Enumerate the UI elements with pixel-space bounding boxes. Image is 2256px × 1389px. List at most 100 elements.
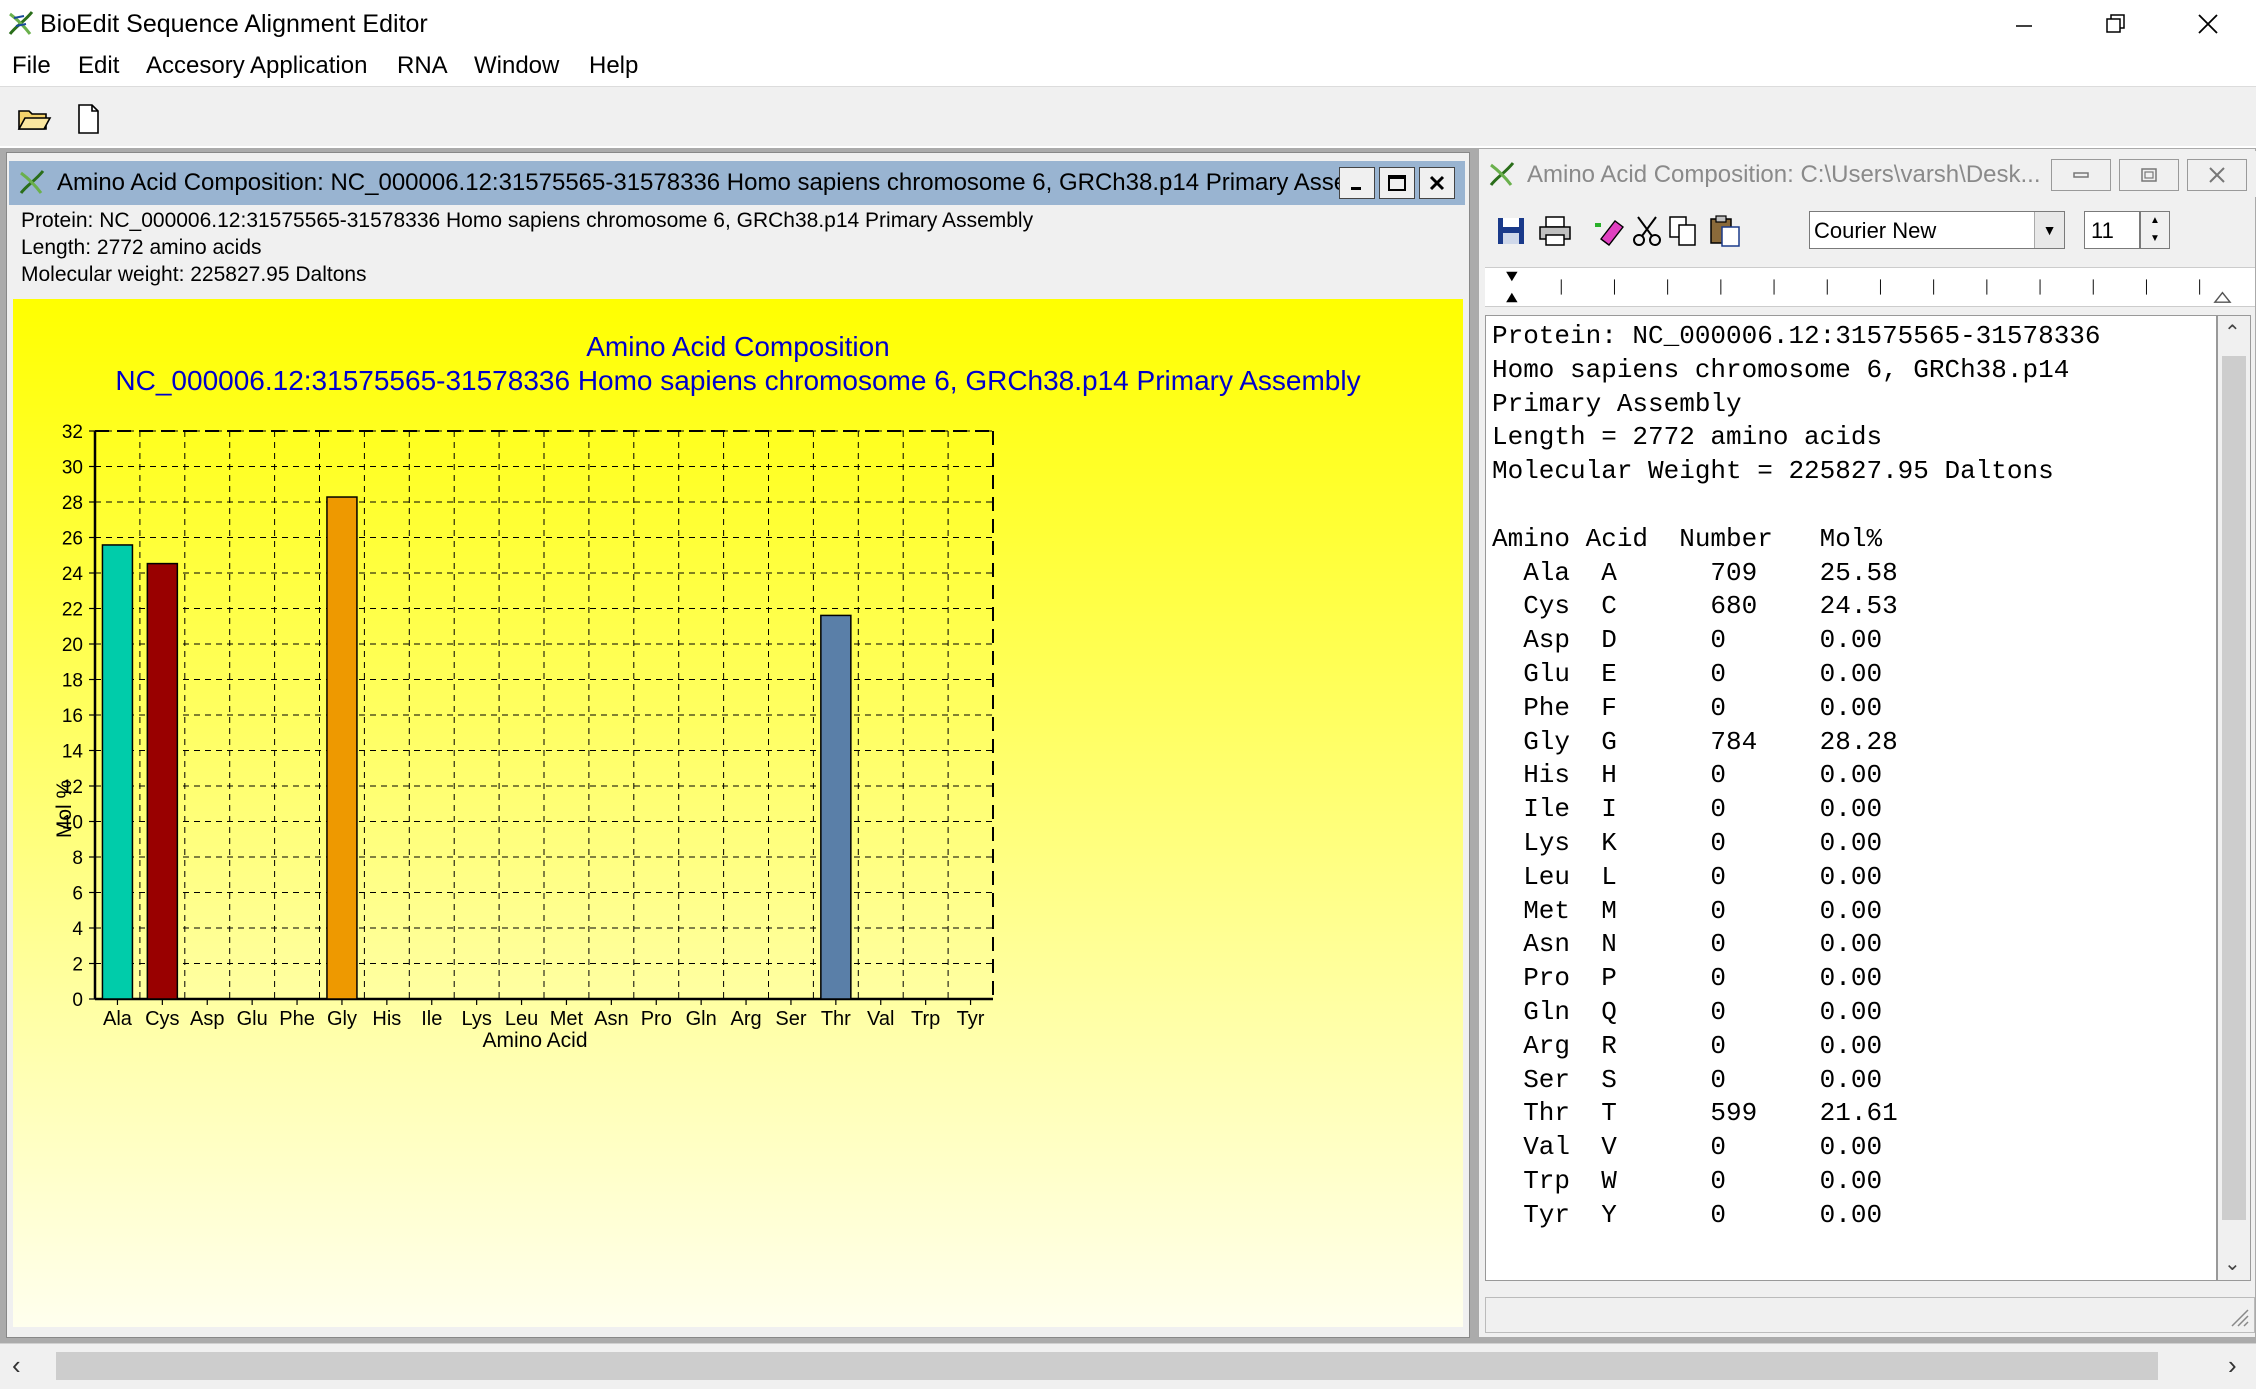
minimize-icon	[2073, 172, 2089, 178]
x-tick-label: Lys	[461, 1008, 491, 1030]
chart-window-title: Amino Acid Composition: NC_000006.12:315…	[57, 169, 1368, 196]
x-tick-label: Gly	[327, 1008, 357, 1030]
x-tick-label: Trp	[911, 1008, 940, 1030]
menu-bar: File Edit Accesory Application RNA Windo…	[0, 48, 2256, 86]
bioedit-logo-icon	[19, 170, 45, 194]
app-title: BioEdit Sequence Alignment Editor	[40, 10, 428, 38]
y-tick-label: 30	[62, 458, 83, 479]
y-tick-label: 32	[62, 422, 83, 443]
y-tick-label: 0	[72, 990, 83, 1011]
report-close-button[interactable]	[2187, 159, 2247, 191]
restore-icon	[2106, 14, 2125, 33]
eraser-icon[interactable]	[1593, 213, 1629, 249]
composition-report[interactable]: Protein: NC_000006.12:31575565-31578336 …	[1485, 315, 2217, 1281]
x-tick-label: Asp	[190, 1008, 224, 1030]
report-restore-button[interactable]	[2119, 159, 2179, 191]
y-tick-label: 20	[62, 635, 83, 656]
close-icon	[2198, 14, 2218, 34]
menu-accesory-application[interactable]: Accesory Application	[146, 52, 368, 79]
y-axis-label: Mol %	[53, 780, 76, 838]
protein-name: Protein: NC_000006.12:31575565-31578336 …	[21, 209, 1034, 232]
x-tick-label: Leu	[505, 1008, 538, 1030]
chart-minimize-button[interactable]	[1339, 167, 1375, 199]
menu-file[interactable]: File	[12, 52, 51, 79]
minimize-button[interactable]	[1978, 0, 2070, 48]
y-tick-label: 14	[62, 742, 84, 763]
protein-info: Protein: NC_000006.12:31575565-31578336 …	[21, 207, 1033, 288]
open-folder-icon[interactable]	[16, 101, 52, 137]
chart-background	[13, 299, 1463, 1327]
scroll-right-icon[interactable]: ›	[2228, 1350, 2237, 1380]
scroll-up-icon[interactable]: ⌃	[2224, 322, 2241, 344]
y-tick-label: 4	[72, 919, 83, 940]
x-tick-label: Asn	[594, 1008, 628, 1030]
font-size-input[interactable]: 11	[2084, 211, 2140, 249]
y-tick-label: 28	[62, 493, 83, 514]
chart-window: Amino Acid Composition: NC_000006.12:315…	[6, 152, 1470, 1338]
report-window-titlebar[interactable]: Amino Acid Composition: C:\Users\varsh\D…	[1479, 151, 2256, 197]
scroll-down-icon[interactable]: ⌄	[2224, 1253, 2241, 1275]
main-horizontal-scrollbar[interactable]: ‹ ›	[0, 1343, 2256, 1389]
print-icon[interactable]	[1537, 213, 1573, 249]
report-window-title: Amino Acid Composition: C:\Users\varsh\D…	[1527, 161, 2041, 188]
report-window: Amino Acid Composition: C:\Users\varsh\D…	[1478, 148, 2256, 1338]
cut-icon[interactable]	[1629, 213, 1665, 249]
chart-window-titlebar[interactable]: Amino Acid Composition: NC_000006.12:315…	[9, 161, 1465, 205]
y-tick-label: 22	[62, 600, 83, 621]
bioedit-logo-icon	[8, 11, 34, 35]
restore-button[interactable]	[2070, 0, 2162, 48]
x-tick-label: Tyr	[957, 1008, 985, 1030]
scroll-thumb[interactable]	[2222, 356, 2246, 1220]
y-tick-label: 12	[62, 777, 83, 798]
bioedit-logo-icon	[1489, 162, 1515, 186]
y-tick-label: 2	[72, 955, 83, 976]
report-vertical-scrollbar[interactable]: ⌃ ⌄	[2217, 315, 2251, 1281]
x-axis-label: Amino Acid	[482, 1029, 587, 1052]
new-file-icon[interactable]	[70, 101, 106, 137]
close-icon	[1429, 175, 1445, 191]
close-icon	[2209, 167, 2225, 183]
x-tick-label: Ala	[103, 1008, 133, 1030]
scroll-left-icon[interactable]: ‹	[12, 1350, 21, 1380]
right-margin-icon[interactable]	[2213, 291, 2232, 303]
y-tick-label: 6	[72, 884, 83, 905]
maximize-icon	[1388, 175, 1406, 191]
paste-icon[interactable]	[1707, 213, 1743, 249]
x-tick-label: Ser	[775, 1008, 806, 1030]
margin-marker-icon[interactable]	[1506, 271, 1518, 303]
font-family-select[interactable]: Courier New ▼	[1809, 211, 2065, 249]
title-bar: BioEdit Sequence Alignment Editor	[0, 0, 2256, 48]
copy-icon[interactable]	[1665, 213, 1701, 249]
scroll-thumb[interactable]	[56, 1352, 2158, 1380]
x-tick-label: Gln	[686, 1008, 717, 1030]
chart-close-button[interactable]	[1419, 167, 1455, 199]
chart-subtitle: NC_000006.12:31575565-31578336 Homo sapi…	[115, 365, 1360, 396]
menu-help[interactable]: Help	[589, 52, 639, 79]
main-toolbar	[0, 86, 2256, 146]
protein-mw: Molecular weight: 225827.95 Daltons	[21, 263, 367, 286]
close-button[interactable]	[2162, 0, 2254, 48]
y-tick-label: 16	[62, 706, 83, 727]
menu-edit[interactable]: Edit	[78, 52, 120, 79]
chart-maximize-button[interactable]	[1379, 167, 1415, 199]
bar-cys	[146, 562, 179, 1000]
font-size-spinner[interactable]: ▲ ▼	[2140, 211, 2170, 249]
font-family-value: Courier New	[1814, 218, 1937, 243]
font-size-value: 11	[2091, 218, 2114, 243]
x-tick-label: His	[372, 1008, 401, 1030]
chevron-down-icon[interactable]: ▼	[2034, 212, 2064, 248]
report-minimize-button[interactable]	[2051, 159, 2111, 191]
y-tick-label: 24	[62, 564, 84, 585]
x-tick-label: Met	[550, 1008, 584, 1030]
resize-grip-icon[interactable]	[2228, 1306, 2250, 1328]
x-tick-label: Val	[867, 1008, 894, 1030]
menu-rna[interactable]: RNA	[397, 52, 448, 79]
minimize-icon	[2016, 25, 2032, 27]
save-icon[interactable]	[1493, 213, 1529, 249]
bar-ala	[101, 544, 134, 1000]
menu-window[interactable]: Window	[474, 52, 560, 79]
protein-length: Length: 2772 amino acids	[21, 236, 262, 259]
y-tick-label: 18	[62, 671, 83, 692]
y-tick-label: 8	[72, 848, 83, 869]
